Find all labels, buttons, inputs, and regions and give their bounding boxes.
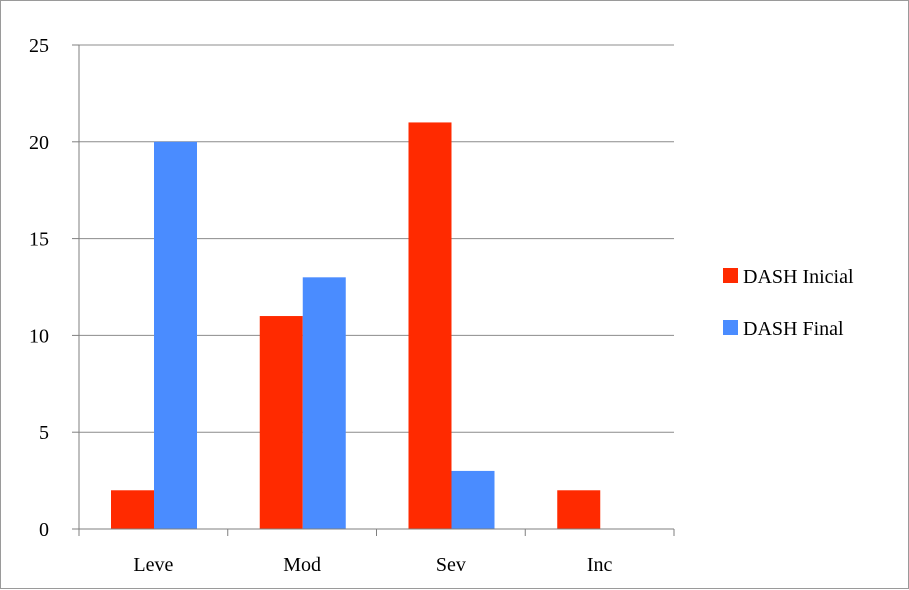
legend: DASH Inicial DASH Final xyxy=(723,266,854,340)
y-tick-label: 5 xyxy=(39,422,49,444)
y-tick-label: 10 xyxy=(29,325,49,347)
bars xyxy=(111,122,601,530)
x-tick-label: Inc xyxy=(587,554,613,576)
bar-dash-final-sev xyxy=(451,470,495,529)
y-tick-label: 20 xyxy=(29,132,49,154)
y-tick-label: 15 xyxy=(29,229,49,251)
axes xyxy=(72,44,675,536)
legend-swatch xyxy=(723,320,738,335)
x-tick-label: Sev xyxy=(436,554,466,576)
bar-dash-inicial-leve xyxy=(111,490,154,529)
legend-label: DASH Inicial xyxy=(743,266,854,288)
x-tick-label: Mod xyxy=(283,554,321,576)
y-tick-label: 25 xyxy=(29,35,49,57)
y-tick-labels: 0 5 10 15 20 25 xyxy=(29,35,49,541)
x-tick-label: Leve xyxy=(133,554,173,576)
bar-dash-inicial-mod xyxy=(259,316,303,529)
legend-swatch xyxy=(723,268,738,283)
bar-dash-inicial-sev xyxy=(408,122,452,529)
legend-label: DASH Final xyxy=(743,318,844,340)
bar-dash-inicial-inc xyxy=(557,490,601,529)
y-tick-label: 0 xyxy=(39,519,49,541)
x-tick-labels: Leve Mod Sev Inc xyxy=(133,554,612,576)
bar-dash-final-leve xyxy=(154,141,197,530)
bar-dash-final-mod xyxy=(302,277,346,529)
